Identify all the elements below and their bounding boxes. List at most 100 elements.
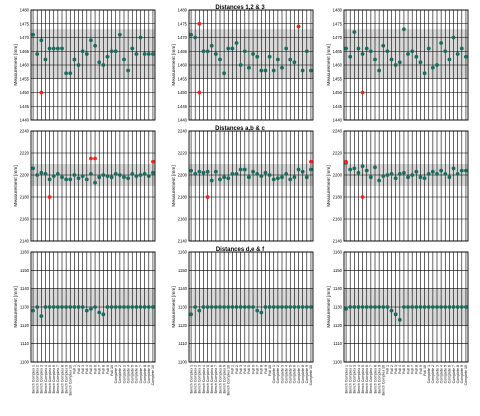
x-tick-label: Complete 5 xyxy=(444,365,448,383)
outlier-point xyxy=(205,195,210,199)
data-point xyxy=(377,178,382,183)
y-tick-label: 1445 xyxy=(20,104,30,109)
data-point xyxy=(197,169,202,174)
x-tick-label: Bench Complex 3 xyxy=(198,365,202,393)
data-point xyxy=(122,57,126,62)
data-point xyxy=(39,38,44,43)
data-point xyxy=(430,169,435,174)
data-point xyxy=(426,305,431,309)
x-tick-label: Complete 7 xyxy=(139,365,143,383)
data-point xyxy=(242,49,247,54)
data-point xyxy=(275,57,280,62)
x-tick-label: Bench Complex 10 xyxy=(382,365,386,395)
data-point xyxy=(352,30,357,34)
x-tick-label: Full 10 xyxy=(110,365,114,376)
plot-frame xyxy=(30,130,156,242)
y-tick-label: 1140 xyxy=(178,286,188,291)
data-point xyxy=(238,63,243,67)
y-tick-label: 1455 xyxy=(333,76,343,81)
data-point xyxy=(410,49,415,54)
y-tick-label: 1465 xyxy=(178,49,188,54)
data-point xyxy=(439,305,444,309)
data-point xyxy=(296,305,301,309)
plot-frame xyxy=(188,251,314,363)
data-point xyxy=(68,305,73,309)
plot-frame xyxy=(343,9,469,121)
y-tick-label: 2200 xyxy=(333,173,343,178)
data-point xyxy=(197,308,202,313)
data-point xyxy=(126,176,131,181)
x-tick-label: Full 1 xyxy=(73,365,77,374)
y-tick-label: 1120 xyxy=(20,323,30,328)
data-point xyxy=(280,305,284,309)
data-point xyxy=(414,305,419,309)
data-point xyxy=(459,168,464,173)
plot-panel: 2140 2160 2180 2200 2220 2240 Measurement [mm] xyxy=(13,129,156,244)
data-point xyxy=(443,49,448,54)
data-point xyxy=(134,52,139,56)
data-point xyxy=(263,305,268,309)
data-point xyxy=(101,63,106,67)
data-point xyxy=(39,314,44,319)
plot-panel: 1440 1445 1450 1455 1460 1465 1470 1475 1480 Meas… xyxy=(13,8,156,123)
data-point xyxy=(218,305,222,309)
y-tick-label: 1460 xyxy=(333,63,343,68)
data-point xyxy=(435,305,439,309)
data-point xyxy=(455,52,460,56)
data-point xyxy=(80,174,85,179)
data-point xyxy=(213,169,218,174)
y-tick-label: 1445 xyxy=(333,104,343,109)
data-point xyxy=(271,305,276,309)
data-point xyxy=(218,177,222,182)
data-point xyxy=(451,35,456,40)
data-point xyxy=(364,305,369,309)
data-point xyxy=(368,305,373,309)
data-point xyxy=(230,46,235,51)
x-tick-label: Complete 8 xyxy=(143,365,147,383)
data-point xyxy=(76,305,81,309)
outlier-point xyxy=(197,90,202,95)
x-tick-label: Complete 10 xyxy=(151,365,155,385)
data-point xyxy=(422,305,427,309)
data-point xyxy=(97,60,102,65)
data-point xyxy=(205,49,210,54)
plot-frame xyxy=(343,251,469,363)
y-tick-label: 1160 xyxy=(333,250,343,255)
data-point xyxy=(68,177,73,182)
y-tick-label: 2240 xyxy=(20,129,30,134)
data-point xyxy=(402,305,406,309)
data-point xyxy=(300,68,305,73)
x-tick-label: Full 5 xyxy=(247,365,251,374)
data-point xyxy=(113,305,118,309)
y-tick-label: 2220 xyxy=(333,151,343,156)
data-point xyxy=(60,46,64,51)
plot-frame xyxy=(343,130,469,242)
x-tick-label: Bench Complex 1 xyxy=(189,365,193,393)
x-tick-label: Bench Complex 10 xyxy=(69,365,73,395)
y-tick-label: 1475 xyxy=(178,21,188,26)
outlier-point xyxy=(344,159,348,164)
x-tick-label: Bench Complex 4 xyxy=(357,365,361,393)
data-point xyxy=(389,308,394,313)
x-tick-label: Full 8 xyxy=(102,365,106,374)
data-point xyxy=(426,172,431,176)
data-point xyxy=(397,172,402,176)
data-point xyxy=(464,54,468,59)
data-point xyxy=(117,32,122,37)
y-tick-label: 1100 xyxy=(333,360,343,365)
data-point xyxy=(230,305,235,309)
y-tick-label: 2220 xyxy=(178,151,188,156)
x-tick-label: Full 7 xyxy=(411,365,415,374)
x-tick-label: Complete 2 xyxy=(276,365,280,383)
data-point xyxy=(397,317,402,322)
data-point xyxy=(51,174,56,179)
data-point xyxy=(234,41,239,45)
data-point xyxy=(288,305,293,309)
data-point xyxy=(43,57,48,62)
y-axis-label: Measurement [mm] xyxy=(13,165,19,206)
plot-panel: 1100 1110 1120 1130 1140 1150 1160 Measurement … xyxy=(171,250,314,395)
data-point xyxy=(213,52,218,56)
x-tick-label: Bench Complex 5 xyxy=(48,365,52,393)
x-tick-label: Full 2 xyxy=(77,365,81,374)
